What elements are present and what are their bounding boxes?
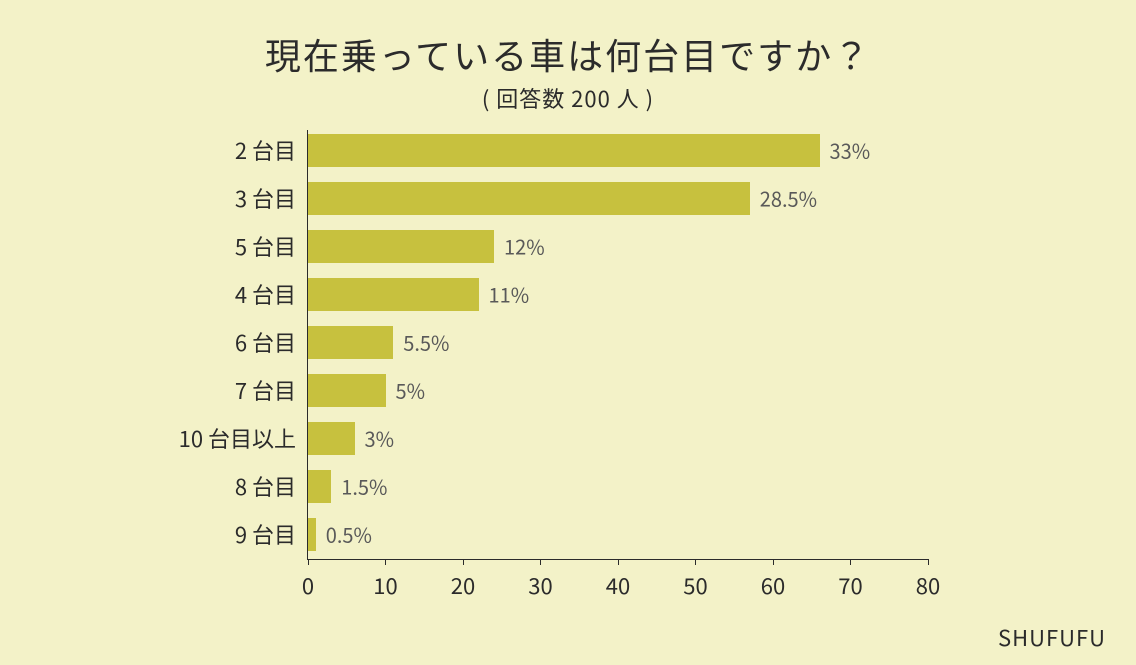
category-label: 7 台目 — [136, 374, 296, 406]
category-label: 2 台目 — [136, 134, 296, 166]
chart-canvas: 現在乗っている車は何台目ですか？ ( 回答数 200 人 ) 2 台目33%3 … — [0, 0, 1136, 665]
bar-row: 6 台目5.5% — [308, 326, 928, 359]
x-tick-mark — [773, 559, 774, 565]
bar — [308, 470, 331, 503]
x-tick-label: 10 — [356, 569, 416, 601]
value-label: 11% — [489, 280, 530, 309]
x-tick-label: 0 — [278, 569, 338, 601]
category-label: 4 台目 — [136, 278, 296, 310]
bar-row: 4 台目11% — [308, 278, 928, 311]
bar-row: 2 台目33% — [308, 134, 928, 167]
value-label: 5.5% — [403, 328, 449, 357]
y-axis-line — [307, 130, 308, 559]
brand-label: SHUFUFU — [998, 621, 1106, 653]
x-tick-mark — [928, 559, 929, 565]
x-tick-mark — [540, 559, 541, 565]
bar — [308, 230, 494, 263]
category-label: 8 台目 — [136, 470, 296, 502]
value-label: 33% — [830, 136, 871, 165]
category-label: 6 台目 — [136, 326, 296, 358]
x-tick-mark — [463, 559, 464, 565]
bar — [308, 422, 355, 455]
x-tick-mark — [618, 559, 619, 565]
x-tick-mark — [308, 559, 309, 565]
x-tick-mark — [695, 559, 696, 565]
bar-row: 9 台目0.5% — [308, 518, 928, 551]
category-label: 3 台目 — [136, 182, 296, 214]
bar-row: 8 台目1.5% — [308, 470, 928, 503]
x-tick-label: 40 — [588, 569, 648, 601]
x-tick-label: 60 — [743, 569, 803, 601]
value-label: 12% — [504, 232, 545, 261]
bar-row: 10 台目以上3% — [308, 422, 928, 455]
x-tick-label: 50 — [666, 569, 726, 601]
chart-title: 現在乗っている車は何台目ですか？ — [0, 28, 1136, 80]
x-tick-label: 70 — [821, 569, 881, 601]
value-label: 3% — [365, 424, 395, 453]
x-tick-label: 30 — [511, 569, 571, 601]
bar — [308, 182, 750, 215]
x-tick-mark — [385, 559, 386, 565]
value-label: 28.5% — [760, 184, 817, 213]
bar — [308, 134, 820, 167]
category-label: 9 台目 — [136, 518, 296, 550]
x-tick-label: 80 — [898, 569, 958, 601]
bar-row: 5 台目12% — [308, 230, 928, 263]
bar-row: 7 台目5% — [308, 374, 928, 407]
bar — [308, 374, 386, 407]
value-label: 0.5% — [326, 520, 372, 549]
value-label: 5% — [396, 376, 426, 405]
x-tick-label: 20 — [433, 569, 493, 601]
category-label: 5 台目 — [136, 230, 296, 262]
bar — [308, 326, 393, 359]
bar — [308, 278, 479, 311]
chart-subtitle: ( 回答数 200 人 ) — [0, 82, 1136, 114]
bar — [308, 518, 316, 551]
category-label: 10 台目以上 — [136, 422, 296, 454]
chart-plot-area: 2 台目33% 3 台目28.5% 5 台目12% 4 台目11% 6 台目5.5% 7 … — [308, 130, 928, 580]
bar-row: 3 台目28.5% — [308, 182, 928, 215]
x-tick-mark — [850, 559, 851, 565]
value-label: 1.5% — [341, 472, 387, 501]
